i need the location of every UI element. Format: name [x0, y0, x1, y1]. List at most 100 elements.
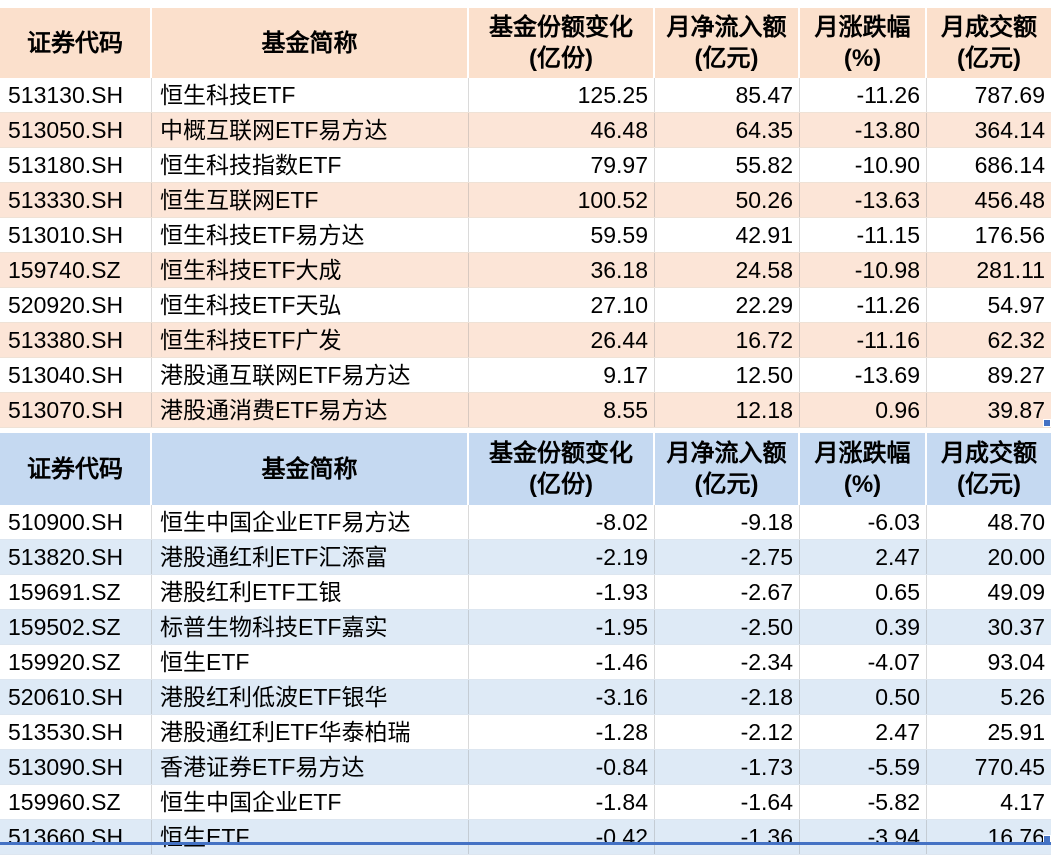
cell-code[interactable]: 513040.SH [0, 358, 152, 392]
cell-share-change[interactable]: 8.55 [469, 393, 655, 427]
cell-net-inflow[interactable]: 50.26 [655, 183, 800, 217]
cell-net-inflow[interactable]: 16.72 [655, 323, 800, 357]
cell-share-change[interactable]: -1.28 [469, 715, 655, 749]
cell-name[interactable]: 中概互联网ETF易方达 [152, 113, 469, 147]
cell-net-inflow[interactable]: -9.18 [655, 505, 800, 539]
cell-name[interactable]: 香港证券ETF易方达 [152, 750, 469, 784]
cell-net-inflow[interactable]: -2.75 [655, 540, 800, 574]
cell-pct-change[interactable]: -13.69 [800, 358, 927, 392]
cell-net-inflow[interactable]: 12.50 [655, 358, 800, 392]
header-net-inflow[interactable]: 月净流入额 (亿元) [655, 8, 800, 78]
cell-pct-change[interactable]: 0.65 [800, 575, 927, 609]
cell-pct-change[interactable]: -13.80 [800, 113, 927, 147]
cell-share-change[interactable]: -1.95 [469, 610, 655, 644]
cell-name[interactable]: 恒生科技指数ETF [152, 148, 469, 182]
cell-pct-change[interactable]: 0.50 [800, 680, 927, 714]
cell-turnover[interactable]: 93.04 [987, 648, 1045, 675]
cell-turnover[interactable]: 48.70 [987, 508, 1045, 535]
cell-code[interactable]: 513820.SH [0, 540, 152, 574]
cell-pct-change[interactable]: -11.16 [800, 323, 927, 357]
cell-turnover[interactable]: 20.00 [987, 543, 1045, 570]
cell-code[interactable]: 513530.SH [0, 715, 152, 749]
cell-net-inflow[interactable]: 42.91 [655, 218, 800, 252]
cell-pct-change[interactable]: -5.82 [800, 785, 927, 819]
cell-pct-change[interactable]: -4.07 [800, 645, 927, 679]
header-monthly-turnover[interactable]: 月成交额 (亿元) [927, 433, 1051, 505]
cell-pct-change[interactable]: 2.47 [800, 540, 927, 574]
cell-pct-change[interactable]: 0.96 [800, 393, 927, 427]
header-monthly-pct-change[interactable]: 月涨跌幅 (%) [800, 8, 927, 78]
cell-net-inflow[interactable]: -1.64 [655, 785, 800, 819]
cell-name[interactable]: 恒生科技ETF易方达 [152, 218, 469, 252]
cell-code[interactable]: 513010.SH [0, 218, 152, 252]
cell-share-change[interactable]: 9.17 [469, 358, 655, 392]
header-monthly-turnover[interactable]: 月成交额 (亿元) [927, 8, 1051, 78]
cell-code[interactable]: 513070.SH [0, 393, 152, 427]
cell-turnover[interactable]: 281.11 [976, 256, 1045, 283]
cell-name[interactable]: 恒生科技ETF广发 [152, 323, 469, 357]
cell-code[interactable]: 513180.SH [0, 148, 152, 182]
cell-turnover[interactable]: 54.97 [987, 291, 1045, 318]
cell-name[interactable]: 港股通红利ETF汇添富 [152, 540, 469, 574]
cell-turnover[interactable]: 5.26 [1000, 683, 1045, 710]
cell-code[interactable]: 159740.SZ [0, 253, 152, 287]
cell-turnover[interactable]: 4.17 [1000, 788, 1045, 815]
header-fund-name[interactable]: 基金简称 [152, 433, 469, 505]
cell-code[interactable]: 520610.SH [0, 680, 152, 714]
cell-name[interactable]: 标普生物科技ETF嘉实 [152, 610, 469, 644]
cell-code[interactable]: 513660.SH [0, 820, 152, 854]
header-security-code[interactable]: 证券代码 [0, 433, 152, 505]
cell-turnover[interactable]: 49.09 [987, 578, 1045, 605]
header-security-code[interactable]: 证券代码 [0, 8, 152, 78]
cell-code[interactable]: 510900.SH [0, 505, 152, 539]
cell-name[interactable]: 港股通红利ETF华泰柏瑞 [152, 715, 469, 749]
cell-share-change[interactable]: 36.18 [469, 253, 655, 287]
cell-name[interactable]: 恒生中国企业ETF易方达 [152, 505, 469, 539]
header-share-change[interactable]: 基金份额变化 (亿份) [469, 433, 655, 505]
cell-net-inflow[interactable]: 24.58 [655, 253, 800, 287]
cell-name[interactable]: 港股通互联网ETF易方达 [152, 358, 469, 392]
cell-name[interactable]: 港股红利ETF工银 [152, 575, 469, 609]
cell-net-inflow[interactable]: 55.82 [655, 148, 800, 182]
header-net-inflow[interactable]: 月净流入额 (亿元) [655, 433, 800, 505]
cell-net-inflow[interactable]: -2.34 [655, 645, 800, 679]
cell-turnover[interactable]: 176.56 [974, 221, 1045, 248]
cell-turnover[interactable]: 30.37 [987, 613, 1045, 640]
cell-net-inflow[interactable]: 12.18 [655, 393, 800, 427]
cell-pct-change[interactable]: -13.63 [800, 183, 927, 217]
cell-pct-change[interactable]: 0.39 [800, 610, 927, 644]
cell-name[interactable]: 恒生科技ETF天弘 [152, 288, 469, 322]
cell-turnover[interactable]: 770.45 [974, 753, 1045, 780]
cell-turnover[interactable]: 89.27 [987, 361, 1045, 388]
cell-pct-change[interactable]: -10.90 [800, 148, 927, 182]
cell-share-change[interactable]: -8.02 [469, 505, 655, 539]
cell-name[interactable]: 恒生科技ETF [152, 78, 469, 112]
cell-share-change[interactable]: -0.42 [469, 820, 655, 854]
cell-code[interactable]: 513130.SH [0, 78, 152, 112]
cell-net-inflow[interactable]: -2.12 [655, 715, 800, 749]
cell-name[interactable]: 港股红利低波ETF银华 [152, 680, 469, 714]
cell-name[interactable]: 港股通消费ETF易方达 [152, 393, 469, 427]
cell-pct-change[interactable]: -5.59 [800, 750, 927, 784]
cell-net-inflow[interactable]: 85.47 [655, 78, 800, 112]
cell-turnover[interactable]: 456.48 [974, 186, 1045, 213]
cell-turnover[interactable]: 364.14 [974, 116, 1045, 143]
cell-share-change[interactable]: 27.10 [469, 288, 655, 322]
header-fund-name[interactable]: 基金简称 [152, 8, 469, 78]
cell-code[interactable]: 159691.SZ [0, 575, 152, 609]
cell-share-change[interactable]: -3.16 [469, 680, 655, 714]
cell-code[interactable]: 159920.SZ [0, 645, 152, 679]
header-share-change[interactable]: 基金份额变化 (亿份) [469, 8, 655, 78]
cell-turnover[interactable]: 686.14 [974, 151, 1045, 178]
cell-net-inflow[interactable]: -2.50 [655, 610, 800, 644]
header-monthly-pct-change[interactable]: 月涨跌幅 (%) [800, 433, 927, 505]
autofill-handle[interactable] [1043, 419, 1051, 427]
cell-code[interactable]: 159960.SZ [0, 785, 152, 819]
cell-pct-change[interactable]: -11.26 [800, 78, 927, 112]
cell-turnover[interactable]: 16.76 [987, 823, 1045, 850]
cell-pct-change[interactable]: -6.03 [800, 505, 927, 539]
cell-share-change[interactable]: 59.59 [469, 218, 655, 252]
cell-share-change[interactable]: -2.19 [469, 540, 655, 574]
cell-name[interactable]: 恒生中国企业ETF [152, 785, 469, 819]
cell-code[interactable]: 520920.SH [0, 288, 152, 322]
